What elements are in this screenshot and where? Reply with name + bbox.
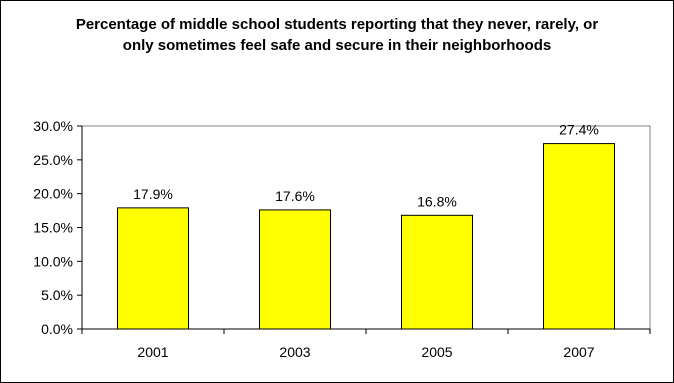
y-tick-label: 5.0% (41, 287, 73, 303)
y-tick-label: 10.0% (33, 253, 73, 269)
bar-value-label: 27.4% (559, 122, 599, 138)
y-tick-label: 25.0% (33, 152, 73, 168)
value-labels: 17.9% 17.6% 16.8% 27.4% (133, 122, 599, 210)
bars (117, 143, 615, 330)
bar (259, 209, 331, 330)
x-tick-label: 2001 (137, 344, 168, 360)
y-tick-label: 30.0% (33, 118, 73, 134)
x-tick-label: 2007 (563, 344, 594, 360)
x-axis: 2001 2003 2005 2007 (81, 328, 651, 360)
bar (401, 214, 473, 330)
x-tick-label: 2003 (279, 344, 310, 360)
y-tick-label: 15.0% (33, 220, 73, 236)
bar (543, 143, 615, 330)
bar (117, 207, 189, 330)
y-axis: 0.0% 5.0% 10.0% 15.0% 20.0% 25.0% 30.0% (33, 118, 83, 337)
x-tick-label: 2005 (421, 344, 452, 360)
bar-value-label: 17.6% (275, 188, 315, 204)
y-tick-label: 20.0% (33, 186, 73, 202)
chart-title: Percentage of middle school students rep… (75, 16, 599, 54)
y-tick-label: 0.0% (41, 321, 73, 337)
bar-value-label: 17.9% (133, 186, 173, 202)
bar-value-label: 16.8% (417, 193, 457, 209)
